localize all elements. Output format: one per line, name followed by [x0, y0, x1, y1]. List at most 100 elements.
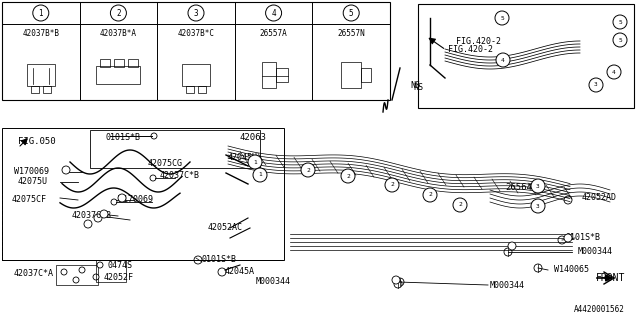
Text: 5: 5	[349, 9, 353, 18]
Bar	[115, 59, 124, 67]
Circle shape	[248, 155, 262, 169]
Circle shape	[558, 236, 566, 244]
Bar	[100, 59, 110, 67]
Circle shape	[613, 15, 627, 29]
Circle shape	[504, 248, 512, 256]
Bar	[2, 128, 284, 260]
Text: 5: 5	[618, 37, 622, 43]
Text: 4: 4	[612, 69, 616, 75]
Text: 2: 2	[458, 203, 462, 207]
Text: 0474S: 0474S	[108, 260, 133, 269]
Text: W170069: W170069	[14, 167, 49, 177]
Circle shape	[151, 133, 157, 139]
Bar	[262, 62, 276, 88]
Circle shape	[564, 196, 572, 204]
Text: 42045A: 42045A	[225, 268, 255, 276]
Circle shape	[613, 33, 627, 47]
Bar	[96, 260, 126, 282]
Text: 42075U: 42075U	[18, 178, 48, 187]
Bar	[198, 86, 206, 93]
Text: 1: 1	[253, 159, 257, 164]
Text: 1: 1	[258, 172, 262, 178]
Text: M000344: M000344	[490, 281, 525, 290]
Circle shape	[84, 220, 92, 228]
Text: NS: NS	[413, 84, 423, 92]
Circle shape	[531, 179, 545, 193]
Bar	[2, 2, 390, 100]
Text: 2: 2	[346, 173, 350, 179]
Circle shape	[589, 78, 603, 92]
Bar	[341, 62, 361, 88]
Bar	[418, 4, 634, 108]
Bar	[182, 64, 210, 86]
Circle shape	[607, 65, 621, 79]
Circle shape	[531, 199, 545, 213]
Circle shape	[93, 274, 99, 280]
Circle shape	[79, 267, 85, 273]
Bar	[97, 66, 140, 84]
Circle shape	[110, 5, 127, 21]
Text: W170069: W170069	[118, 196, 153, 204]
Text: 4: 4	[271, 9, 276, 18]
Text: 42037C*B: 42037C*B	[72, 212, 112, 220]
Circle shape	[73, 277, 79, 283]
Circle shape	[194, 256, 202, 264]
Text: 42052F: 42052F	[104, 273, 134, 282]
Circle shape	[218, 268, 226, 276]
Text: 42045H: 42045H	[228, 154, 258, 163]
Circle shape	[150, 175, 156, 181]
Circle shape	[396, 278, 404, 286]
Circle shape	[33, 5, 49, 21]
Text: 26557N: 26557N	[337, 29, 365, 38]
Bar	[186, 86, 194, 93]
Text: 42037C*A: 42037C*A	[14, 269, 54, 278]
Text: A4420001562: A4420001562	[574, 306, 625, 315]
Text: 0101S*B: 0101S*B	[565, 234, 600, 243]
Text: FIG.050: FIG.050	[18, 138, 56, 147]
Text: 42075CG: 42075CG	[148, 159, 183, 169]
Text: 26564: 26564	[505, 183, 532, 193]
Text: 5: 5	[618, 20, 622, 25]
Text: 42075CF: 42075CF	[12, 196, 47, 204]
Circle shape	[188, 5, 204, 21]
Text: 1: 1	[38, 9, 43, 18]
Text: 3: 3	[594, 83, 598, 87]
Text: 42037B*B: 42037B*B	[22, 29, 60, 38]
Bar	[129, 59, 138, 67]
Bar	[276, 68, 287, 82]
Text: FRONT: FRONT	[596, 273, 625, 283]
Text: FIG.420-2: FIG.420-2	[448, 45, 493, 54]
Text: M000344: M000344	[256, 276, 291, 285]
Circle shape	[394, 280, 402, 288]
Bar	[31, 86, 39, 93]
Circle shape	[62, 166, 70, 174]
Text: 3: 3	[536, 183, 540, 188]
Text: 2: 2	[390, 182, 394, 188]
Text: M000344: M000344	[578, 247, 613, 257]
Text: 5: 5	[500, 15, 504, 20]
Circle shape	[100, 210, 108, 218]
Bar	[361, 68, 371, 82]
Circle shape	[118, 194, 126, 202]
Bar	[90, 130, 260, 168]
Circle shape	[301, 163, 315, 177]
Text: 0101S*B: 0101S*B	[105, 133, 140, 142]
Text: 2: 2	[116, 9, 121, 18]
Bar	[56, 265, 98, 285]
Text: 26557A: 26557A	[260, 29, 287, 38]
Circle shape	[534, 264, 542, 272]
Text: 3: 3	[536, 204, 540, 209]
Circle shape	[97, 262, 103, 268]
Text: 42052AC: 42052AC	[208, 223, 243, 233]
Circle shape	[496, 53, 510, 67]
Circle shape	[423, 188, 437, 202]
Circle shape	[94, 214, 102, 222]
Circle shape	[508, 242, 516, 250]
Text: W140065: W140065	[554, 266, 589, 275]
Text: 0101S*B: 0101S*B	[202, 255, 237, 265]
Text: NS: NS	[410, 82, 420, 91]
Text: 2: 2	[306, 167, 310, 172]
Text: 2: 2	[428, 193, 432, 197]
Circle shape	[453, 198, 467, 212]
Text: 42052AD: 42052AD	[582, 194, 617, 203]
